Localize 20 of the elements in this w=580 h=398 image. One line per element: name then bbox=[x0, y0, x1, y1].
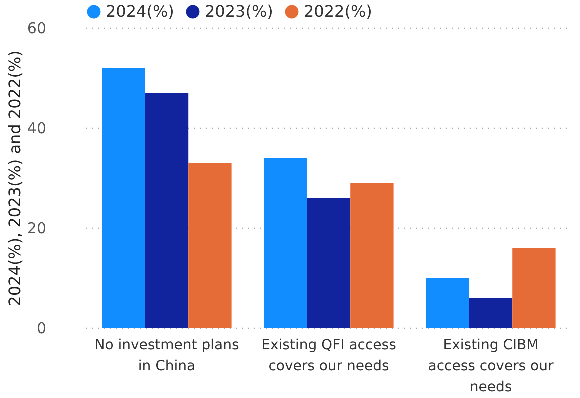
y-axis-title: 2024(%), 2023(%) and 2022(%) bbox=[5, 50, 24, 306]
bar bbox=[307, 198, 351, 328]
bar bbox=[102, 68, 146, 328]
legend-label: 2022(%) bbox=[304, 2, 372, 21]
y-tick-label: 0 bbox=[36, 320, 46, 338]
x-tick-label: No investment plans in China bbox=[94, 338, 240, 374]
x-tick-label: Existing QFI access covers our needs bbox=[262, 338, 396, 374]
bar bbox=[188, 163, 232, 328]
y-tick-label: 20 bbox=[27, 220, 46, 238]
bar bbox=[264, 158, 308, 328]
y-tick-label: 40 bbox=[27, 120, 46, 138]
bar bbox=[426, 278, 470, 328]
legend-label: 2024(%) bbox=[106, 2, 174, 21]
bar bbox=[145, 93, 189, 328]
x-tick-label: Existing CIBM access covers our needs bbox=[428, 338, 554, 396]
y-tick-label: 60 bbox=[27, 20, 46, 38]
bar bbox=[469, 298, 513, 328]
bar bbox=[512, 248, 556, 328]
legend-label: 2023(%) bbox=[205, 2, 274, 21]
bar bbox=[350, 183, 394, 328]
